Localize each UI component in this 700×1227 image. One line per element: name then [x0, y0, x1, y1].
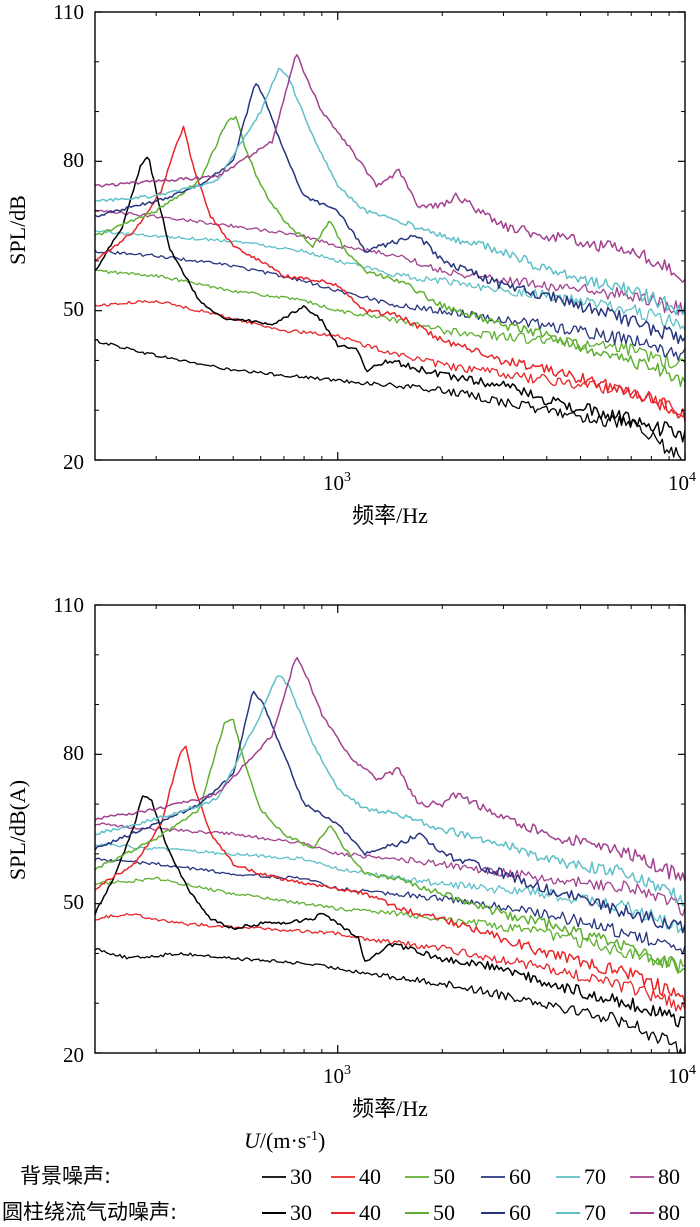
series-line-bg-50 [95, 269, 685, 369]
chart-top-ylabel: SPL/dB [5, 195, 30, 265]
legend: U/(m·s-1) 背景噪声: 圆柱绕流气动噪声: 30 40 50 60 70 8030… [2, 1128, 680, 1225]
series-line-bg-40 [95, 299, 685, 418]
legend-value-cylinder-80: 80 [658, 1200, 680, 1225]
series-line-cyl-30 [95, 795, 685, 1028]
chart-top-ytick-20: 20 [63, 450, 84, 474]
series-line-cyl-40 [95, 125, 685, 422]
chart-bottom: 110 80 50 20 103 104 频率/Hz SPL/dB(A) [5, 593, 696, 1121]
chart-bottom-ytick-110: 110 [53, 593, 84, 617]
chart-top-xtick-1e4: 104 [668, 470, 696, 495]
chart-bottom-xtick-1e3: 103 [323, 1063, 351, 1088]
legend-value-background-70: 70 [584, 1164, 606, 1189]
series-line-bg-30 [95, 947, 682, 1053]
legend-value-background-30: 30 [290, 1164, 312, 1189]
legend-value-background-40: 40 [359, 1164, 381, 1189]
chart-bottom-ylabel: SPL/dB(A) [5, 780, 30, 880]
chart-top-ytick-80: 80 [63, 148, 84, 172]
chart-top-ticks [94, 11, 686, 461]
series-line-cyl-50 [95, 115, 685, 387]
legend-row-cylinder-label: 圆柱绕流气动噪声: [2, 1200, 177, 1224]
series-line-cyl-50 [95, 718, 685, 973]
series-line-bg-80 [95, 822, 685, 917]
series-line-cyl-30 [95, 156, 685, 443]
legend-row-background-label: 背景噪声: [20, 1164, 111, 1188]
series-line-bg-70 [95, 842, 685, 934]
chart-top-ytick-50: 50 [63, 297, 84, 321]
chart-top: 110 80 50 20 103 104 频率/Hz SPL/dB [5, 0, 696, 528]
series-line-bg-30 [95, 338, 683, 460]
legend-value-cylinder-70: 70 [584, 1200, 606, 1225]
series-line-bg-50 [95, 876, 685, 975]
legend-value-cylinder-30: 30 [290, 1200, 312, 1225]
legend-value-cylinder-60: 60 [509, 1200, 531, 1225]
chart-bottom-xlabel: 频率/Hz [352, 1096, 428, 1121]
chart-bottom-ticks [94, 604, 686, 1054]
legend-title: U/(m·s-1) [244, 1128, 325, 1153]
chart-bottom-frame [94, 604, 686, 1054]
chart-bottom-ytick-80: 80 [63, 741, 84, 765]
series-line-cyl-70 [95, 675, 685, 907]
legend-value-background-60: 60 [509, 1164, 531, 1189]
chart-bottom-series [95, 656, 685, 1053]
series-line-bg-60 [95, 857, 685, 955]
chart-top-series [95, 54, 685, 460]
series-line-cyl-80 [95, 656, 685, 882]
legend-value-cylinder-50: 50 [433, 1200, 455, 1225]
series-line-cyl-80 [95, 54, 685, 283]
chart-bottom-xtick-1e4: 104 [668, 1063, 696, 1088]
series-line-cyl-40 [95, 745, 685, 1004]
legend-value-background-80: 80 [658, 1164, 680, 1189]
legend-value-cylinder-40: 40 [359, 1200, 381, 1225]
series-line-bg-60 [95, 249, 685, 361]
series-line-cyl-70 [95, 67, 685, 316]
series-line-cyl-60 [95, 690, 685, 934]
series-line-bg-80 [95, 209, 685, 316]
legend-keys: 30 40 50 60 70 80 30 40 50 60 70 80 [262, 1164, 680, 1225]
chart-top-xtick-1e3: 103 [323, 470, 351, 495]
series-line-bg-70 [95, 229, 685, 331]
chart-bottom-ytick-50: 50 [63, 890, 84, 914]
chart-top-xlabel: 频率/Hz [352, 503, 428, 528]
chart-top-ytick-110: 110 [53, 0, 84, 24]
legend-value-background-50: 50 [433, 1164, 455, 1189]
chart-bottom-ytick-20: 20 [63, 1043, 84, 1067]
chart-top-frame [94, 11, 686, 461]
